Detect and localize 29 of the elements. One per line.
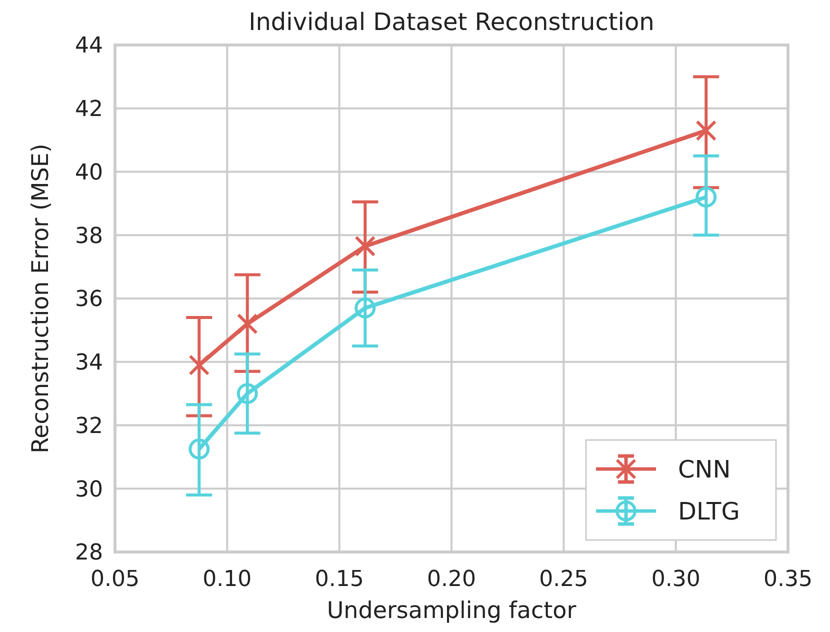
point <box>354 298 376 319</box>
y-tick-label: 36 <box>75 287 103 312</box>
y-tick-label: 34 <box>75 350 103 376</box>
y-axis-title: Reconstruction Error (MSE) <box>28 144 54 454</box>
point <box>188 354 210 376</box>
y-tick-label: 40 <box>75 160 103 186</box>
x-tick-label: 0.30 <box>651 567 700 592</box>
chart-title: Individual Dataset Reconstruction <box>248 8 654 36</box>
legend-label: CNN <box>678 455 731 484</box>
x-tick-label: 0.15 <box>314 567 364 592</box>
point <box>696 120 717 142</box>
y-tick-label: 38 <box>75 224 103 249</box>
y-tick-label: 30 <box>75 477 103 502</box>
x-axis-title: Undersampling factor <box>326 598 577 624</box>
y-tick-label: 32 <box>75 414 103 439</box>
point <box>188 438 210 460</box>
point <box>236 383 258 404</box>
point <box>354 236 376 257</box>
x-tick-label: 0.10 <box>202 567 252 592</box>
y-tick-label: 44 <box>75 34 103 59</box>
point <box>236 313 258 334</box>
y-tick-label: 42 <box>75 97 103 122</box>
x-tick-label: 0.25 <box>539 567 588 592</box>
x-tick-label: 0.20 <box>427 567 476 592</box>
legend-label: DLTG <box>678 497 740 526</box>
x-tick-label: 0.35 <box>764 567 812 592</box>
x-tick-label: 0.05 <box>90 567 140 592</box>
y-tick-label: 28 <box>75 540 103 566</box>
point <box>696 186 717 208</box>
